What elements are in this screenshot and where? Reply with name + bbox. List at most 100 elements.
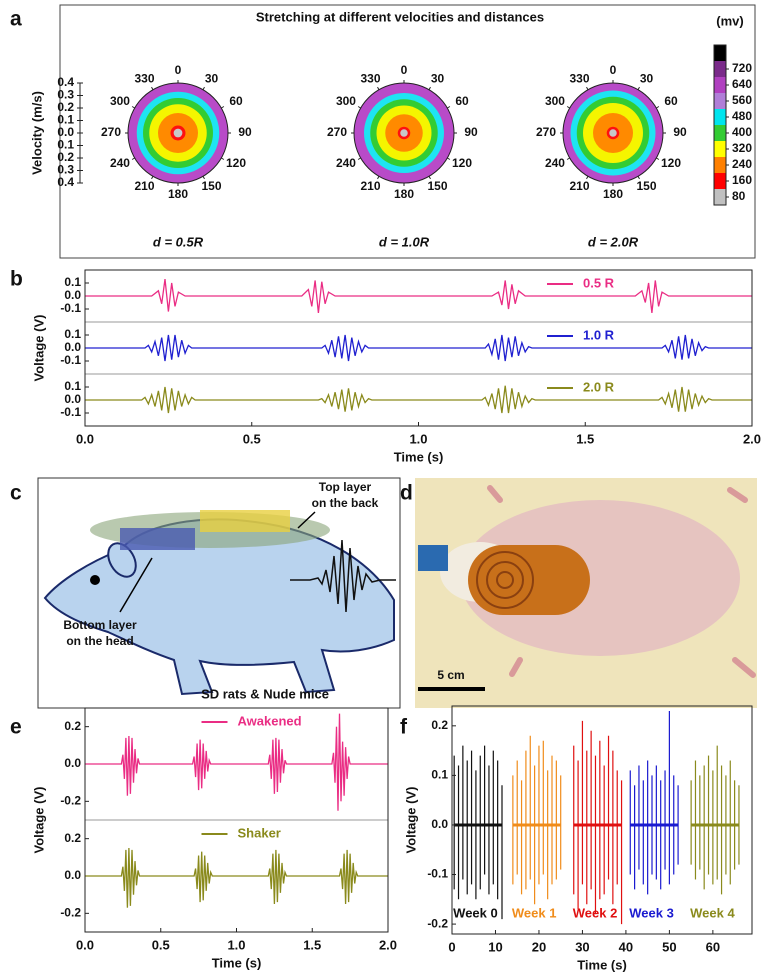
theta-tick	[586, 86, 589, 90]
r-tick-label: 0.3	[57, 163, 74, 177]
theta-tick-label: 210	[360, 179, 380, 193]
theta-tick	[377, 176, 380, 180]
x-tick-label: 2.0	[743, 431, 761, 446]
series-label: Week 2	[573, 905, 618, 920]
theta-tick	[151, 86, 154, 90]
theta-tick	[566, 157, 570, 160]
theta-tick-label: 300	[110, 94, 130, 108]
theta-tick	[566, 106, 570, 109]
colorbar-band	[714, 157, 726, 173]
subplot-title: d = 1.0R	[379, 234, 430, 249]
photo-d	[415, 478, 757, 708]
top-layer-board	[200, 510, 290, 532]
colorbar-band	[714, 125, 726, 141]
series-label: Week 4	[690, 905, 735, 920]
coil	[486, 561, 524, 599]
theta-tick-label: 210	[134, 179, 154, 193]
theta-tick	[221, 157, 225, 160]
theta-tick	[428, 176, 431, 180]
theta-tick-label: 120	[452, 156, 472, 170]
x-tick-label: 0.0	[76, 937, 94, 952]
theta-tick	[221, 106, 225, 109]
series-label: Week 0	[453, 905, 498, 920]
theta-tick-label: 240	[336, 156, 356, 170]
panel-label: d	[400, 482, 413, 505]
series-label: Week 1	[512, 905, 557, 920]
colorbar-tick-label: 400	[732, 125, 752, 139]
y-axis-label: Voltage (V)	[31, 787, 46, 854]
y-tick-label: 0.0	[431, 817, 448, 831]
y-tick-label: -0.1	[60, 353, 81, 367]
r-tick-label: 0.3	[57, 88, 74, 102]
x-tick-label: 1.0	[409, 431, 427, 446]
theta-tick-label: 120	[226, 156, 246, 170]
series-label: Week 3	[629, 905, 674, 920]
y-tick-label: 0.1	[64, 275, 81, 289]
y-tick-label: 0.0	[64, 340, 81, 354]
theta-tick	[377, 86, 380, 90]
x-tick-label: 1.0	[227, 937, 245, 952]
theta-tick	[447, 157, 451, 160]
theta-tick-label: 150	[427, 179, 447, 193]
line-series	[85, 334, 752, 362]
y-tick-label: -0.2	[60, 906, 81, 920]
scale-label: 5 cm	[437, 668, 464, 682]
y-tick-label: 0.0	[64, 392, 81, 406]
x-tick-label: 40	[619, 939, 633, 954]
theta-tick	[357, 157, 361, 160]
tube	[418, 545, 448, 571]
theta-tick-label: 90	[238, 125, 252, 139]
panel-label: b	[10, 268, 23, 291]
theta-tick	[656, 157, 660, 160]
theta-tick-label: 0	[175, 63, 182, 77]
theta-tick-label: 180	[394, 187, 414, 201]
theta-tick-label: 300	[545, 94, 565, 108]
colorbar-tick-label: 720	[732, 61, 752, 75]
r-tick-label: 0.0	[57, 125, 74, 139]
contour-ring	[609, 129, 617, 137]
subplot-title: d = 0.5R	[153, 234, 204, 249]
legend-label: Awakened	[238, 713, 302, 728]
panel-label: f	[400, 716, 408, 739]
line-series	[85, 279, 752, 313]
theta-tick-label: 60	[229, 94, 243, 108]
coil	[496, 571, 514, 589]
theta-tick-label: 60	[664, 94, 678, 108]
panel-label: c	[10, 482, 22, 505]
contour-ring	[400, 129, 408, 137]
caption: SD rats & Nude mice	[201, 686, 329, 701]
colorbar-tick-label: 560	[732, 93, 752, 107]
colorbar-tick-label: 640	[732, 77, 752, 91]
theta-tick-label: 150	[201, 179, 221, 193]
animal-body	[460, 500, 740, 656]
annotation: Bottom layer	[63, 618, 137, 632]
panel-label: e	[10, 716, 22, 739]
theta-tick-label: 30	[431, 71, 445, 85]
rat-ear	[107, 542, 137, 578]
legend-label: Shaker	[238, 825, 281, 840]
colorbar-band	[714, 77, 726, 93]
theta-tick	[656, 106, 660, 109]
y-tick-label: 0.0	[64, 868, 81, 882]
coil	[476, 551, 534, 609]
x-axis-label: Time (s)	[577, 957, 627, 972]
colorbar-label: (mv)	[716, 13, 743, 28]
colorbar-band	[714, 109, 726, 125]
y-tick-label: 0.1	[64, 327, 81, 341]
theta-tick-label: 30	[640, 71, 654, 85]
theta-tick-label: 120	[661, 156, 681, 170]
theta-tick	[447, 106, 451, 109]
x-tick-label: 50	[662, 939, 676, 954]
paws	[487, 485, 756, 678]
annotation: on the back	[312, 496, 379, 510]
arrow	[119, 557, 153, 613]
theta-tick	[637, 176, 640, 180]
colorbar-band	[714, 141, 726, 157]
theta-tick	[131, 157, 135, 160]
y-tick-label: -0.1	[60, 301, 81, 315]
line-series	[85, 847, 388, 908]
y-tick-label: 0.2	[64, 719, 81, 733]
x-tick-label: 0.0	[76, 431, 94, 446]
y-tick-label: -0.2	[427, 916, 448, 930]
theta-tick-label: 270	[327, 125, 347, 139]
